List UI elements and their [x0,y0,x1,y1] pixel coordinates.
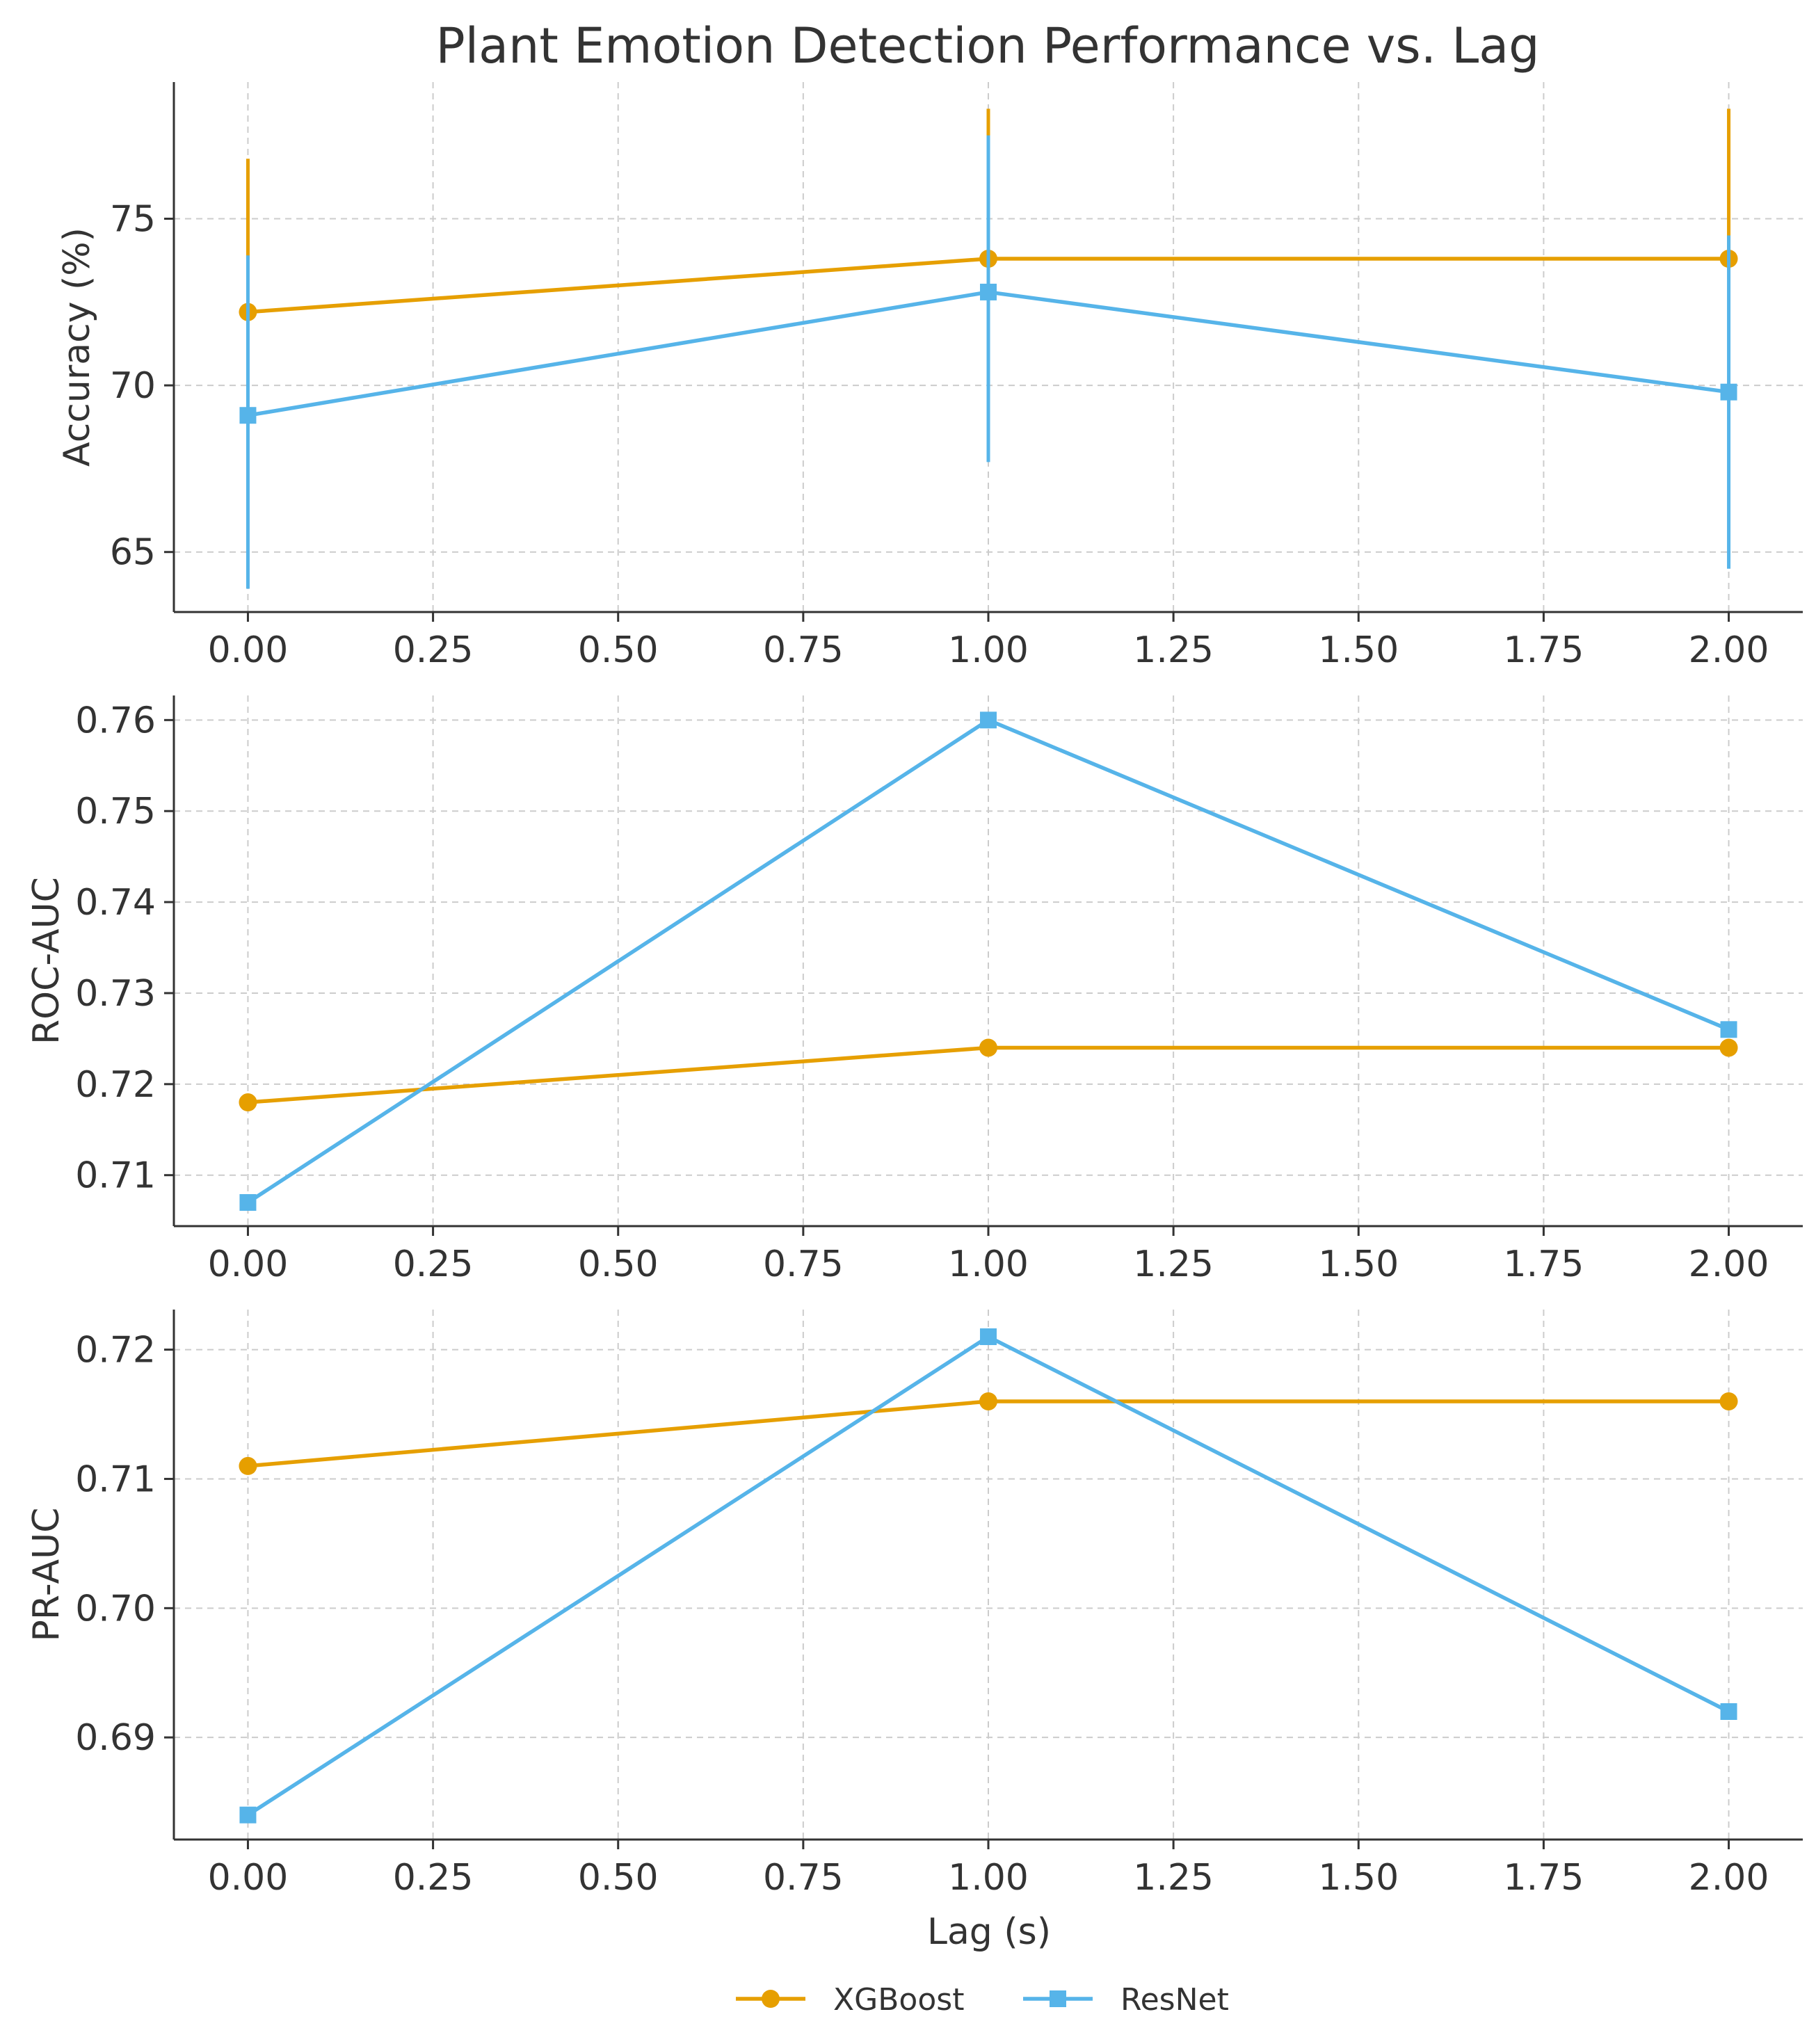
legend-marker [762,1990,780,2008]
x-tick-label: 1.25 [1133,629,1214,671]
y-tick-label: 0.72 [75,1064,156,1106]
x-tick-label: 1.00 [948,1857,1029,1899]
series-xgboost [239,1392,1738,1475]
data-point [239,1806,257,1824]
x-tick-label: 1.25 [1133,1857,1214,1899]
data-point [1720,1021,1737,1038]
x-tick-label: 1.00 [948,629,1029,671]
y-tick-label: 0.73 [75,973,156,1015]
x-tick-label: 1.75 [1504,1244,1584,1285]
x-tick-label: 0.75 [763,1857,844,1899]
x-tick-label: 1.25 [1133,1244,1214,1285]
x-tick-label: 0.25 [393,629,474,671]
x-tick-label: 2.00 [1689,629,1769,671]
subplot-2: 0.00 0.25 0.50 0.75 1.00 1.25 1.50 1.75 2.00 0.71… [26,695,1803,1285]
data-point [239,1456,257,1475]
data-point [980,1328,997,1346]
legend-marker [1050,1990,1066,2007]
x-tick-label: 2.00 [1689,1857,1769,1899]
chart-title: Plant Emotion Detection Performance vs. … [435,17,1539,74]
x-tick-label: 0.75 [763,1244,844,1285]
series-resnet [239,135,1737,589]
x-tick-label: 1.50 [1318,1244,1399,1285]
y-tick-label: 0.71 [75,1155,156,1197]
data-point [239,1093,257,1112]
x-tick-label: 1.50 [1318,629,1399,671]
y-tick-label: 75 [110,198,156,240]
x-tick-label: 0.75 [763,629,844,671]
data-point [239,407,257,424]
data-point [980,283,997,300]
x-tick-label: 2.00 [1689,1244,1769,1285]
subplots: 0.00 0.25 0.50 0.75 1.00 1.25 1.50 1.75 2.00 65 70… [26,82,1803,1953]
x-tick-label: 0.50 [578,1857,659,1899]
x-tick-label: 0.00 [208,629,289,671]
y-axis-label: ROC-AUC [26,877,67,1045]
y-tick-label: 0.75 [75,791,156,832]
x-tick-label: 1.75 [1504,629,1584,671]
series-xgboost [239,1038,1738,1112]
y-axis-label: PR-AUC [26,1508,67,1642]
x-axis-label: Lag (s) [927,1911,1051,1953]
legend: XGBoost ResNet [736,1982,1229,2018]
legend-item-xgboost: XGBoost [736,1982,964,2018]
y-tick-label: 0.74 [75,882,156,924]
data-point [1720,383,1737,401]
legend-label: ResNet [1120,1982,1229,2018]
y-tick-label: 0.76 [75,700,156,741]
y-tick-label: 0.69 [75,1717,156,1759]
y-tick-label: 70 [110,365,156,407]
y-tick-label: 0.72 [75,1330,156,1371]
x-tick-label: 1.00 [948,1244,1029,1285]
data-point [1719,1392,1738,1410]
subplot-3: 0.00 0.25 0.50 0.75 1.00 1.25 1.50 1.75 2.00 0.69… [26,1310,1803,1953]
x-tick-label: 0.00 [208,1857,289,1899]
x-tick-label: 0.25 [393,1244,474,1285]
subplot-1: 0.00 0.25 0.50 0.75 1.00 1.25 1.50 1.75 2.00 65 70… [56,82,1803,671]
data-point [980,711,997,729]
series-resnet [239,711,1737,1211]
y-tick-label: 65 [110,532,156,574]
x-tick-label: 1.75 [1504,1857,1584,1899]
data-point [1719,1038,1738,1057]
data-point [979,1038,997,1057]
legend-label: XGBoost [833,1982,964,2018]
y-tick-label: 0.71 [75,1458,156,1500]
x-tick-label: 0.50 [578,1244,659,1285]
data-point [239,1193,257,1211]
y-axis-label: Accuracy (%) [56,227,98,467]
x-tick-label: 1.50 [1318,1857,1399,1899]
data-point [1720,1703,1737,1721]
x-tick-label: 0.25 [393,1857,474,1899]
y-tick-label: 0.70 [75,1588,156,1629]
x-tick-label: 0.00 [208,1244,289,1285]
data-point [979,1392,997,1410]
x-tick-label: 0.50 [578,629,659,671]
legend-item-resnet: ResNet [1023,1982,1229,2018]
series-resnet [239,1328,1737,1824]
